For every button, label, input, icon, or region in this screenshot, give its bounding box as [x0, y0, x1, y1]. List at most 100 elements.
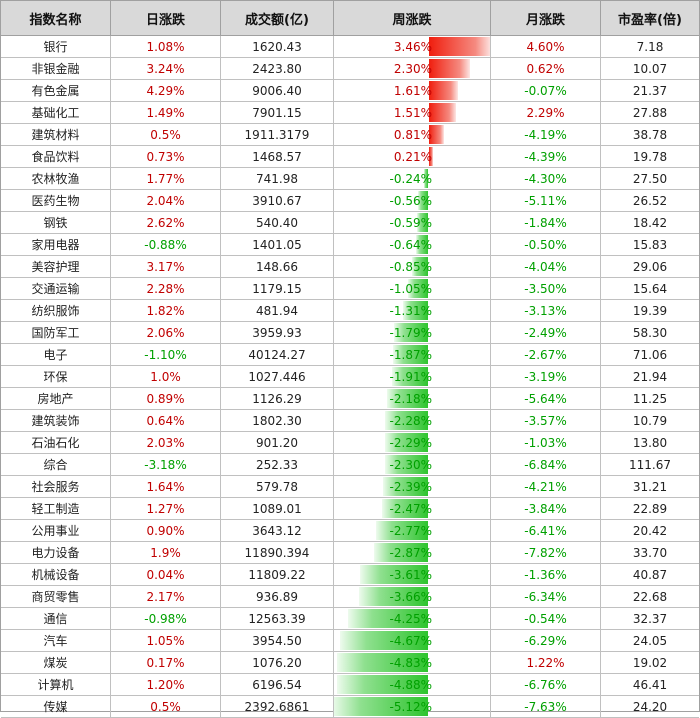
weekly-change: 2.30%: [393, 61, 432, 76]
pe-ratio: 11.25: [632, 391, 668, 406]
trading-volume: 3954.50: [221, 630, 334, 651]
weekly-change-cell: 3.46%: [334, 36, 491, 57]
daily-change: 2.62%: [111, 212, 221, 233]
table-row: 医药生物 2.04% 3910.67 -0.56% -5.11% 26.52: [1, 190, 699, 212]
daily-change: 2.04%: [111, 190, 221, 211]
weekly-change-cell: -1.79%: [334, 322, 491, 343]
monthly-change: -3.57%: [491, 410, 601, 431]
daily-change: 0.64%: [111, 410, 221, 431]
index-name: 石油石化: [1, 432, 111, 453]
header-daily-change: 日涨跌: [111, 1, 221, 35]
pe-ratio: 46.41: [632, 677, 668, 692]
weekly-change-cell: 1.51%: [334, 102, 491, 123]
weekly-change-cell: -3.66%: [334, 586, 491, 607]
weekly-change-cell: 2.30%: [334, 58, 491, 79]
trading-volume: 936.89: [221, 586, 334, 607]
daily-change: 1.05%: [111, 630, 221, 651]
weekly-change-cell: -2.29%: [334, 432, 491, 453]
pe-ratio: 71.06: [632, 347, 668, 362]
header-pe-ratio: 市盈率(倍): [618, 12, 682, 28]
monthly-change: -3.13%: [491, 300, 601, 321]
trading-volume: 741.98: [221, 168, 334, 189]
weekly-change: -2.77%: [389, 523, 432, 538]
weekly-change: -5.12%: [389, 699, 432, 714]
pe-ratio: 20.42: [632, 523, 668, 538]
monthly-change: -6.34%: [491, 586, 601, 607]
pe-ratio: 15.64: [632, 281, 668, 296]
weekly-change: -3.61%: [389, 567, 432, 582]
weekly-change-bar: [412, 257, 428, 276]
index-name: 机械设备: [1, 564, 111, 585]
weekly-change-bar: [374, 543, 428, 562]
weekly-change-bar: [348, 609, 428, 628]
trading-volume: 11809.22: [221, 564, 334, 585]
daily-change: 0.17%: [111, 652, 221, 673]
trading-volume: 11890.394: [221, 542, 334, 563]
pe-ratio: 10.79: [632, 413, 668, 428]
weekly-change-bar: [408, 279, 428, 298]
monthly-change: -7.82%: [491, 542, 601, 563]
index-name: 综合: [1, 454, 111, 475]
trading-volume: 1126.29: [221, 388, 334, 409]
header-monthly-change: 月涨跌: [491, 1, 601, 35]
weekly-change-cell: -0.24%: [334, 168, 491, 189]
trading-volume: 579.78: [221, 476, 334, 497]
trading-volume: 1620.43: [221, 36, 334, 57]
weekly-change: -3.66%: [389, 589, 432, 604]
weekly-change-cell: -2.30%: [334, 454, 491, 475]
weekly-change-bar: [416, 213, 428, 232]
table-row: 国防军工 2.06% 3959.93 -1.79% -2.49% 58.30: [1, 322, 699, 344]
weekly-change: -0.64%: [389, 237, 432, 252]
pe-ratio: 10.07: [632, 61, 668, 76]
weekly-change: -4.67%: [389, 633, 432, 648]
daily-change: 1.9%: [111, 542, 221, 563]
index-name: 公用事业: [1, 520, 111, 541]
daily-change: 1.20%: [111, 674, 221, 695]
daily-change: -0.88%: [111, 234, 221, 255]
weekly-change-bar: [429, 37, 490, 56]
weekly-change: -2.29%: [389, 435, 432, 450]
daily-change: -0.98%: [111, 608, 221, 629]
daily-change: 0.04%: [111, 564, 221, 585]
table-header: 指数名称 日涨跌 成交额(亿) 周涨跌 月涨跌 市盈率(倍): [1, 1, 699, 36]
pe-ratio: 33.70: [632, 545, 668, 560]
weekly-change: -0.85%: [389, 259, 432, 274]
table-row: 美容护理 3.17% 148.66 -0.85% -4.04% 29.06: [1, 256, 699, 278]
weekly-change-cell: -4.67%: [334, 630, 491, 651]
trading-volume: 3959.93: [221, 322, 334, 343]
monthly-change: -6.76%: [491, 674, 601, 695]
index-name: 医药生物: [1, 190, 111, 211]
weekly-change: -4.83%: [389, 655, 432, 670]
weekly-change-bar: [423, 169, 428, 188]
header-weekly-change: 周涨跌: [334, 1, 491, 35]
weekly-change-cell: -2.47%: [334, 498, 491, 519]
trading-volume: 1027.446: [221, 366, 334, 387]
index-name: 银行: [1, 36, 111, 57]
index-name: 钢铁: [1, 212, 111, 233]
trading-volume: 40124.27: [221, 344, 334, 365]
pe-ratio: 24.05: [632, 633, 668, 648]
index-name: 房地产: [1, 388, 111, 409]
table-row: 社会服务 1.64% 579.78 -2.39% -4.21% 31.21: [1, 476, 699, 498]
weekly-change: -4.25%: [389, 611, 432, 626]
index-name: 传媒: [1, 696, 111, 717]
weekly-change-cell: 0.21%: [334, 146, 491, 167]
weekly-change: -1.05%: [389, 281, 432, 296]
weekly-change-bar: [429, 147, 433, 166]
monthly-change: -3.50%: [491, 278, 601, 299]
table-row: 传媒 0.5% 2392.6861 -5.12% -7.63% 24.20: [1, 696, 699, 718]
weekly-change-cell: -1.31%: [334, 300, 491, 321]
table-row: 有色金属 4.29% 9006.40 1.61% -0.07% 21.37: [1, 80, 699, 102]
table-row: 汽车 1.05% 3954.50 -4.67% -6.29% 24.05: [1, 630, 699, 652]
pe-ratio: 24.20: [632, 699, 668, 714]
weekly-change-bar: [387, 389, 428, 408]
monthly-change: -5.64%: [491, 388, 601, 409]
index-name: 建筑材料: [1, 124, 111, 145]
index-name: 通信: [1, 608, 111, 629]
weekly-change-cell: -1.87%: [334, 344, 491, 365]
table-row: 综合 -3.18% 252.33 -2.30% -6.84% 111.67: [1, 454, 699, 476]
weekly-change-cell: 0.81%: [334, 124, 491, 145]
weekly-change: -2.39%: [389, 479, 432, 494]
weekly-change: -0.59%: [389, 215, 432, 230]
trading-volume: 1468.57: [221, 146, 334, 167]
